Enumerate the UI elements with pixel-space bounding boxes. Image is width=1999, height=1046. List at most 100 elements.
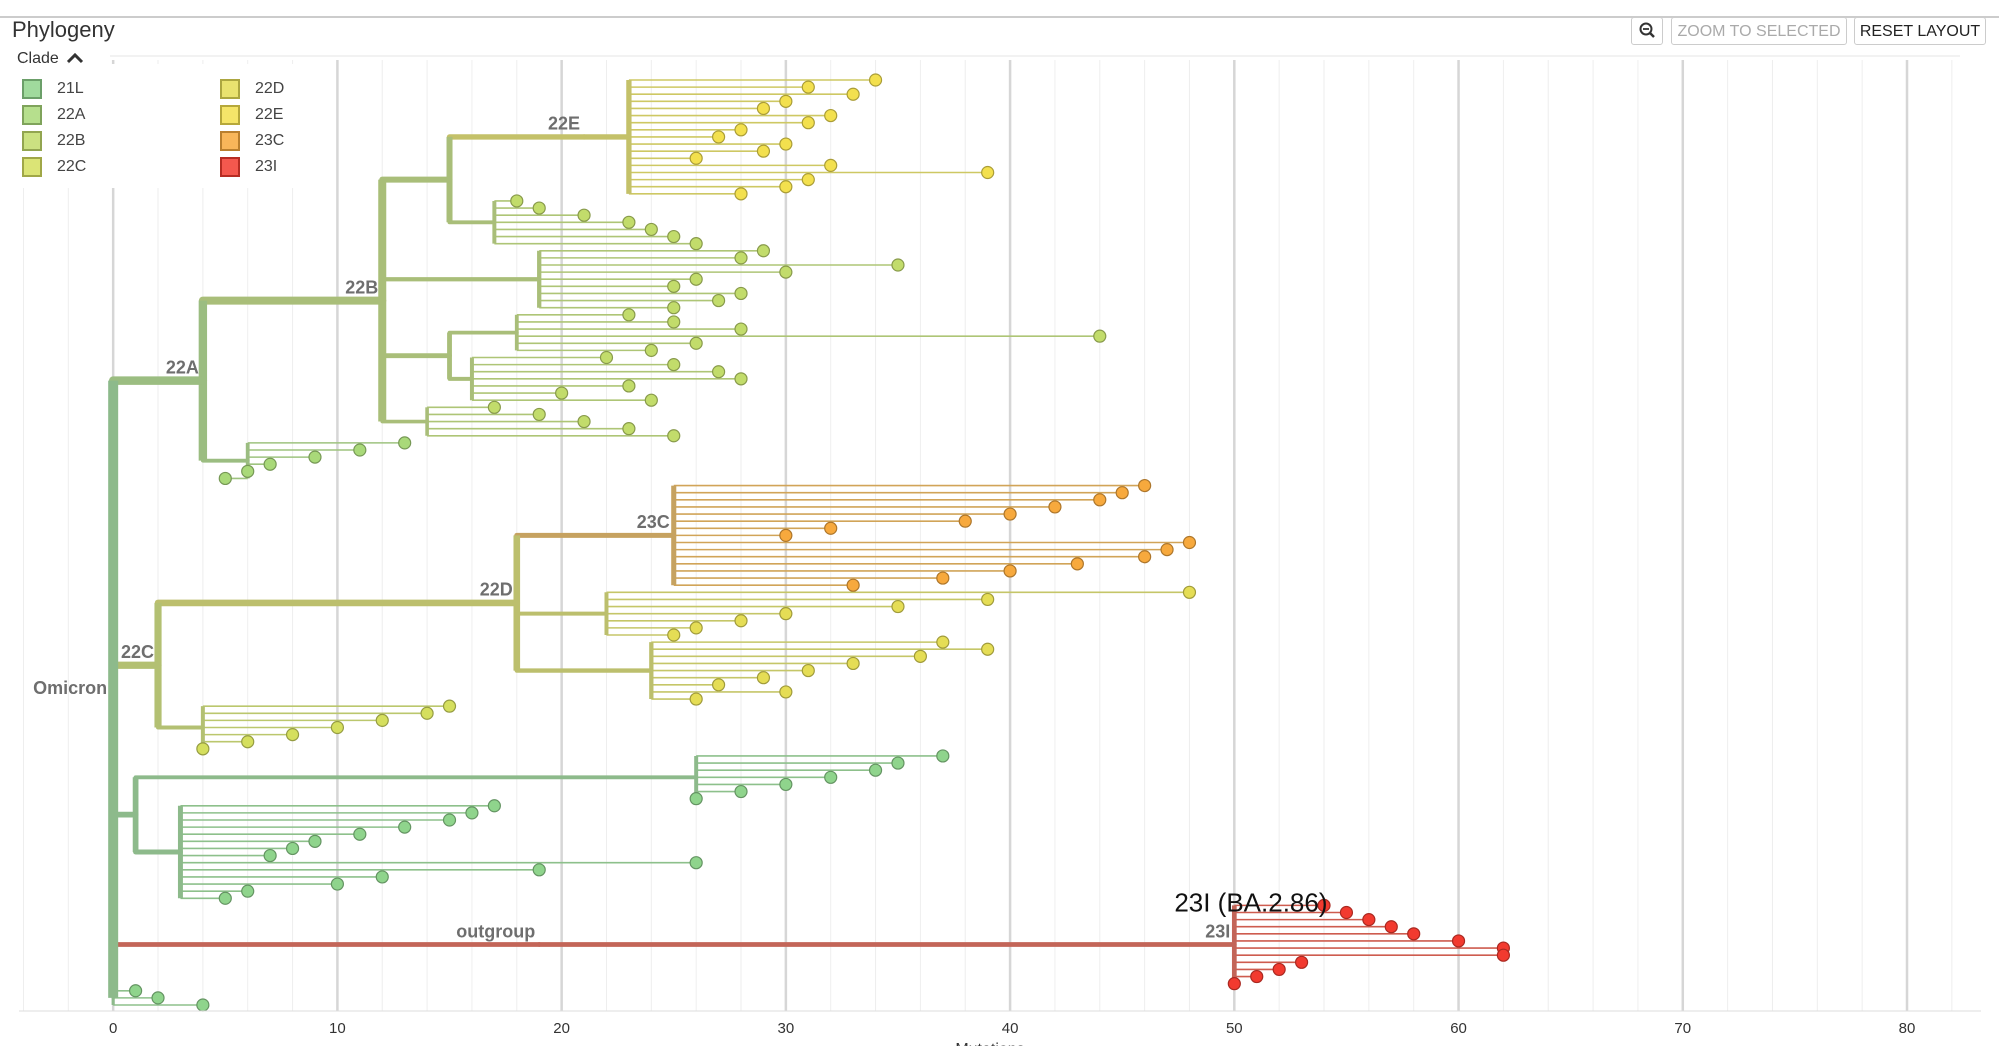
tip xyxy=(756,671,771,685)
tip xyxy=(711,678,726,692)
tip xyxy=(667,358,681,372)
tip xyxy=(711,293,726,308)
tip xyxy=(1138,550,1152,564)
legend-label: 22B xyxy=(57,132,85,149)
tip xyxy=(1362,913,1376,927)
tip xyxy=(801,116,815,130)
tip xyxy=(734,784,748,799)
x-tick-label: 30 xyxy=(778,1020,795,1037)
tip xyxy=(868,763,883,777)
tip xyxy=(128,984,143,998)
tip xyxy=(667,429,681,443)
tip xyxy=(1496,948,1510,962)
tip xyxy=(1250,969,1264,984)
tip xyxy=(734,614,748,628)
tip xyxy=(330,877,345,891)
tip xyxy=(1182,585,1197,599)
x-tick-label: 80 xyxy=(1899,1020,1916,1037)
tip xyxy=(555,386,569,400)
x-tick-label: 0 xyxy=(109,1020,117,1037)
grid xyxy=(22,60,1953,1011)
tip xyxy=(442,699,457,713)
tip xyxy=(196,998,210,1012)
reset-layout-button[interactable]: RESET LAYOUT xyxy=(1854,17,1986,45)
tip xyxy=(734,123,748,137)
tip xyxy=(241,884,255,898)
zoom-to-selected-button[interactable]: ZOOM TO SELECTED xyxy=(1671,17,1847,45)
clade-label: 22A xyxy=(166,357,199,377)
tip xyxy=(756,244,771,258)
tip xyxy=(779,528,793,542)
tip xyxy=(689,792,703,806)
tip xyxy=(801,173,815,187)
tip xyxy=(779,777,793,792)
clade-label: 22D xyxy=(480,580,513,600)
tip xyxy=(846,656,860,671)
chart-title: Phylogeny xyxy=(12,17,115,42)
zoom-out-button[interactable] xyxy=(1631,17,1663,45)
tip xyxy=(1093,329,1107,343)
tip xyxy=(644,222,658,237)
clade-annotation: 23I (BA.2.86) xyxy=(1174,887,1327,917)
tip xyxy=(442,813,457,827)
tip xyxy=(824,158,838,172)
legend-label: 23C xyxy=(255,132,284,149)
x-tick-label: 50 xyxy=(1226,1020,1243,1037)
tip xyxy=(398,820,412,834)
tip xyxy=(532,863,546,877)
legend-label: 21L xyxy=(57,80,84,97)
legend-swatch xyxy=(220,157,240,177)
tip xyxy=(981,592,995,607)
tip xyxy=(1160,543,1174,557)
clade-label: 22B xyxy=(345,277,378,297)
tip xyxy=(689,856,703,870)
tip xyxy=(1272,962,1286,977)
tip xyxy=(622,422,636,436)
tip xyxy=(734,187,748,201)
tip xyxy=(824,108,838,123)
tip xyxy=(667,301,681,315)
zoom-icon xyxy=(1639,22,1655,38)
tip xyxy=(981,165,995,180)
branches xyxy=(108,79,1504,1006)
tip xyxy=(622,215,636,229)
legend-swatch xyxy=(22,131,42,151)
tip xyxy=(868,73,883,87)
tip xyxy=(151,991,165,1005)
legend-swatch xyxy=(22,79,42,99)
legend-label: 22D xyxy=(255,80,284,97)
tip xyxy=(577,208,591,222)
legend-label: 22E xyxy=(255,106,283,123)
legend-swatch xyxy=(22,105,42,125)
legend: Clade 21L 22A 22B 22C 22D 22E 23C 23I xyxy=(17,50,284,177)
tip xyxy=(913,649,927,663)
x-axis-label: Mutations xyxy=(955,1041,1024,1046)
tip xyxy=(689,692,703,706)
tip xyxy=(734,372,748,386)
tip xyxy=(285,728,300,742)
tip xyxy=(308,834,322,848)
tip xyxy=(689,621,703,635)
legend-title[interactable]: Clade xyxy=(17,50,59,67)
tip xyxy=(779,180,793,194)
tip xyxy=(756,101,771,116)
tip xyxy=(734,251,748,265)
clade-label: 22C xyxy=(121,642,154,662)
tip xyxy=(308,450,322,464)
tip xyxy=(1339,905,1354,920)
tip xyxy=(532,407,546,422)
legend-toggle[interactable] xyxy=(66,52,84,64)
tip xyxy=(510,194,524,208)
tip xyxy=(263,457,277,471)
tip xyxy=(801,80,815,94)
tip xyxy=(667,315,681,329)
tip xyxy=(196,742,210,756)
tip xyxy=(689,272,703,286)
tip xyxy=(398,436,412,450)
legend-label: 22A xyxy=(57,106,86,123)
tip xyxy=(779,137,793,151)
tip xyxy=(330,720,345,735)
